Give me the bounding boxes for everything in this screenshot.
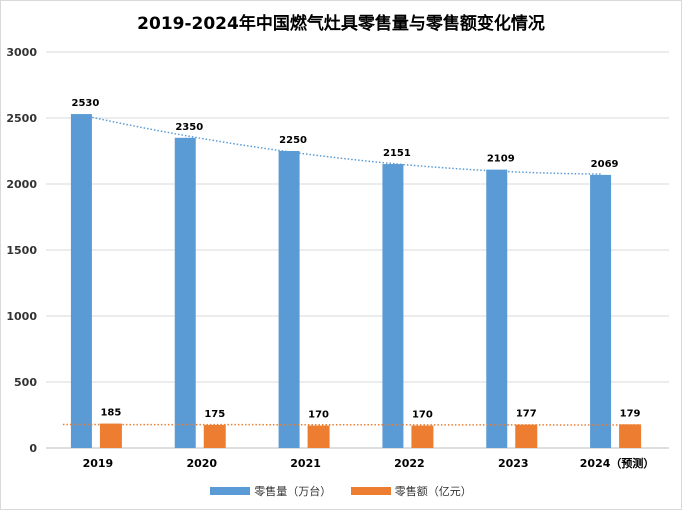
y-tick-label: 3000 <box>6 46 37 59</box>
legend-item-revenue: 零售额（亿元） <box>350 483 472 499</box>
x-tick-label: 2020 <box>186 457 217 470</box>
bar-volume <box>278 151 300 448</box>
data-label: 175 <box>204 409 225 420</box>
bar-revenue <box>99 423 122 448</box>
bar-revenue <box>307 425 330 448</box>
data-label: 2250 <box>279 135 307 146</box>
data-label: 2151 <box>383 148 411 159</box>
x-tick-label: 2024（预测） <box>580 456 655 470</box>
legend-label-revenue: 零售额（亿元） <box>394 485 472 498</box>
bar-revenue <box>619 424 642 448</box>
data-label: 185 <box>100 408 121 419</box>
bar-revenue <box>411 425 434 448</box>
bar-revenue <box>515 424 538 448</box>
y-tick-label: 2000 <box>6 178 37 191</box>
bar-revenue <box>203 424 226 448</box>
bar-volume <box>590 174 612 448</box>
legend-swatch-revenue <box>350 487 391 495</box>
legend-item-volume: 零售量（万台） <box>210 483 331 499</box>
legend: 零售量（万台） 零售额（亿元） <box>1 483 681 499</box>
bar-volume <box>382 164 404 448</box>
y-tick-label: 1500 <box>6 244 37 257</box>
trendline-volume <box>81 114 602 175</box>
data-label: 179 <box>620 408 641 419</box>
data-label: 177 <box>516 409 537 420</box>
y-tick-label: 0 <box>29 442 37 455</box>
data-label: 2530 <box>71 98 99 109</box>
y-tick-label: 1000 <box>6 310 37 323</box>
data-label: 2069 <box>591 159 619 170</box>
bar-volume <box>70 114 92 448</box>
data-label: 2109 <box>487 154 515 165</box>
chart-title: 2019-2024年中国燃气灶具零售量与零售额变化情况 <box>137 14 545 34</box>
x-tick-label: 2019 <box>83 457 114 470</box>
x-tick-label: 2022 <box>394 457 425 470</box>
data-label: 170 <box>308 410 329 421</box>
data-label: 170 <box>412 410 433 421</box>
x-tick-label: 2023 <box>498 457 529 470</box>
y-tick-label: 2500 <box>6 112 37 125</box>
x-tick-label: 2021 <box>290 457 321 470</box>
legend-swatch-volume <box>210 487 251 495</box>
bar-volume <box>174 137 196 449</box>
chart-plot: 0 500 1000 1500 2000 2500 3000 2019 2020 2021 2022… <box>6 46 669 470</box>
legend-label-volume: 零售量（万台） <box>254 485 332 498</box>
bar-volume <box>486 169 508 448</box>
y-tick-label: 500 <box>14 376 37 389</box>
data-label: 2350 <box>175 122 203 133</box>
